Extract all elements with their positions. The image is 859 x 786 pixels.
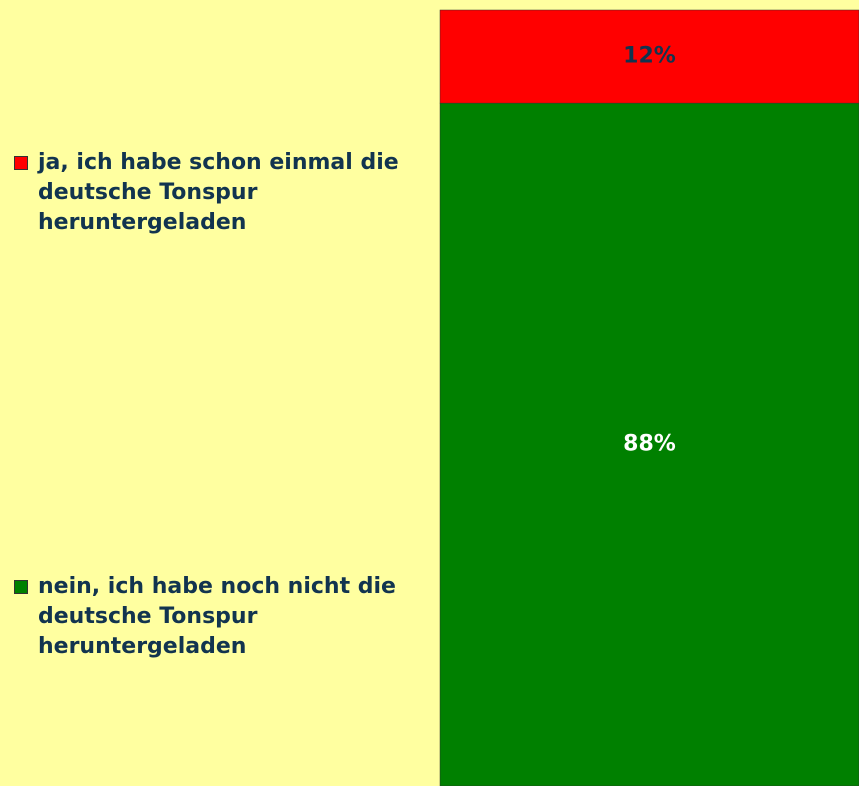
legend-item: nein, ich habe noch nicht die deutsche T… [14, 572, 434, 662]
legend-label: nein, ich habe noch nicht die deutsche T… [38, 574, 396, 659]
legend-marker [14, 156, 28, 170]
bar-segment [439, 102, 859, 786]
legend-label: ja, ich habe schon einmal die deutsche T… [38, 150, 399, 235]
bar-segment [439, 9, 859, 104]
legend-item: ja, ich habe schon einmal die deutsche T… [14, 148, 434, 238]
data-label: 88% [623, 432, 676, 457]
data-label: 12% [623, 44, 676, 69]
legend-marker [14, 580, 28, 594]
